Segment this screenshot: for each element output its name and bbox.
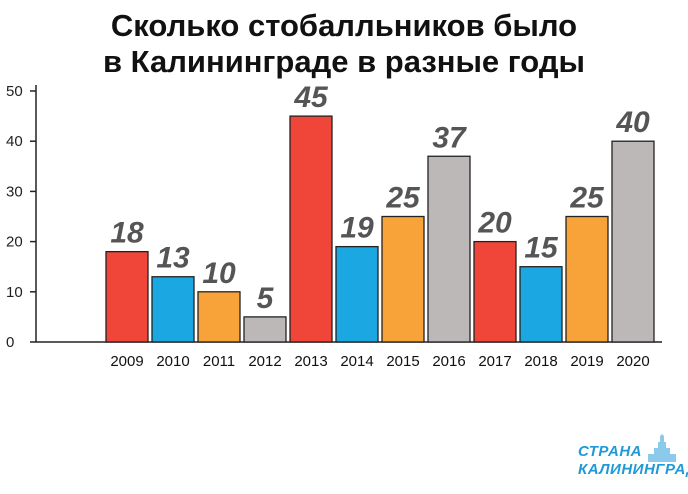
x-tick-label: 2009	[110, 353, 143, 370]
x-tick-label: 2020	[616, 353, 649, 370]
bar-2012	[243, 316, 287, 343]
y-tick-label: 30	[6, 183, 23, 200]
bar-2019	[565, 215, 609, 343]
x-tick-label: 2012	[248, 353, 281, 370]
bar-2014	[335, 245, 379, 343]
bar-value-label: 5	[257, 282, 275, 315]
y-tick-label: 50	[6, 83, 23, 100]
bar-2015	[381, 215, 425, 343]
y-tick-label: 0	[6, 334, 14, 351]
bar-value-label: 18	[110, 217, 144, 250]
bar-value-label: 25	[385, 182, 421, 215]
x-tick-label: 2014	[340, 353, 373, 370]
bar-2020	[611, 140, 655, 343]
y-tick-label: 10	[6, 284, 23, 301]
x-tick-label: 2019	[570, 353, 603, 370]
bar-2011	[197, 291, 241, 343]
bar-value-label: 10	[202, 257, 236, 290]
chart-labels: 2009182010132011102012520134520141920152…	[110, 81, 650, 370]
bar-2018	[519, 266, 563, 343]
x-tick-label: 2016	[432, 353, 465, 370]
y-tick-label: 20	[6, 234, 23, 251]
bar-value-label: 45	[293, 81, 329, 114]
bar-value-label: 15	[524, 232, 559, 265]
logo-line-1: СТРАНА	[578, 443, 642, 460]
bar-value-label: 20	[477, 207, 512, 240]
y-tick-label: 40	[6, 133, 23, 150]
bar-value-label: 25	[569, 182, 605, 215]
x-tick-label: 2018	[524, 353, 557, 370]
bar-value-label: 19	[340, 212, 374, 245]
strana-kaliningrad-logo: СТРАНА КАЛИНИНГРАД	[578, 434, 688, 490]
x-tick-label: 2015	[386, 353, 419, 370]
bar-value-label: 13	[156, 242, 190, 275]
bar-2013	[289, 115, 333, 343]
bar-2017	[473, 240, 517, 343]
chart-axes: 0 10 20 30 40 50	[6, 83, 662, 351]
castle-icon	[648, 434, 676, 462]
x-tick-label: 2013	[294, 353, 327, 370]
x-tick-label: 2011	[203, 353, 235, 370]
chart-title-line-2: в Калининграде в разные годы	[103, 44, 585, 79]
chart-title: Сколько стобалльников было в Калининград…	[0, 8, 688, 80]
logo-line-2: КАЛИНИНГРАД	[578, 461, 688, 478]
bar-2010	[151, 276, 195, 343]
bar-2009	[105, 250, 149, 343]
chart-title-line-1: Сколько стобалльников было	[110, 8, 578, 43]
bar-value-label: 40	[615, 106, 650, 139]
bar-value-label: 37	[432, 121, 467, 154]
x-tick-label: 2010	[156, 353, 189, 370]
chart-bars	[105, 115, 655, 343]
x-tick-label: 2017	[478, 353, 511, 370]
bar-2016	[427, 155, 471, 343]
